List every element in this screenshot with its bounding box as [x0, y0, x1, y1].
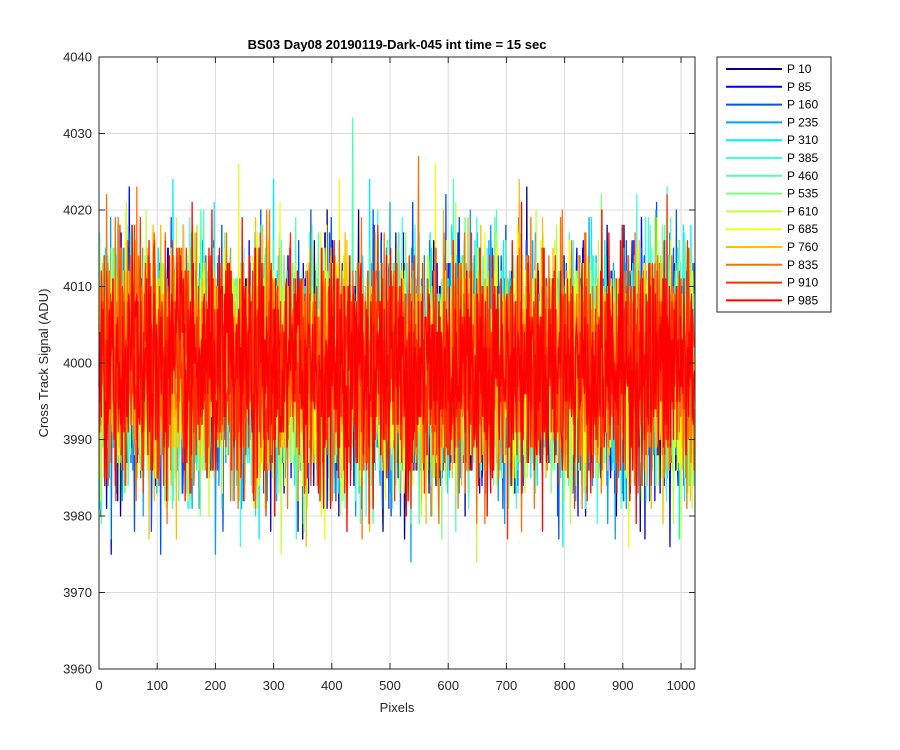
legend-label: P 460 [787, 169, 818, 183]
y-axis-label: Cross Track Signal (ADU) [36, 289, 51, 438]
legend-label: P 835 [787, 258, 818, 272]
x-tick-label: 300 [263, 678, 285, 693]
legend-box [716, 56, 832, 313]
x-axis-label: Pixels [380, 700, 415, 715]
legend-label: P 610 [787, 204, 818, 218]
chart-title: BS03 Day08 20190119-Dark-045 int time = … [248, 37, 547, 52]
legend-label: P 310 [787, 133, 818, 147]
legend-label: P 160 [787, 98, 818, 112]
legend-label: P 535 [787, 187, 818, 201]
series-layer [98, 117, 696, 563]
x-tick-label: 100 [146, 678, 168, 693]
y-tick-label: 3960 [63, 662, 92, 677]
y-tick-label: 4000 [63, 356, 92, 371]
y-tick-label: 4030 [63, 126, 92, 141]
x-tick-label: 900 [612, 678, 634, 693]
legend-label: P 235 [787, 115, 818, 129]
legend-label: P 985 [787, 293, 818, 307]
y-tick-label: 4010 [63, 279, 92, 294]
legend-label: P 910 [787, 276, 818, 290]
x-tick-label: 800 [554, 678, 576, 693]
tick-layer: 0 100 200 300 400 500 600 700 800 900 1000 3960 3970… [63, 50, 695, 694]
legend-label: P 385 [787, 151, 818, 165]
x-tick-label: 1000 [667, 678, 696, 693]
legend-label: P 685 [787, 222, 818, 236]
y-tick-label: 3990 [63, 432, 92, 447]
x-tick-label: 500 [379, 678, 401, 693]
y-tick-label: 3970 [63, 585, 92, 600]
legend-label: P 760 [787, 240, 818, 254]
x-tick-label: 600 [437, 678, 459, 693]
series-line [98, 201, 696, 532]
x-tick-label: 400 [321, 678, 343, 693]
y-tick-label: 4020 [63, 203, 92, 218]
x-tick-label: 700 [496, 678, 518, 693]
x-tick-label: 200 [205, 678, 227, 693]
y-tick-label: 3980 [63, 509, 92, 524]
y-tick-label: 4040 [63, 50, 92, 65]
x-tick-label: 0 [95, 678, 102, 693]
legend-label: P 10 [787, 62, 812, 76]
legend-label: P 85 [787, 80, 812, 94]
legend: P 10 P 85 P 160 P 235 P 310 P 385 P 460 P 535 P … [716, 56, 832, 313]
